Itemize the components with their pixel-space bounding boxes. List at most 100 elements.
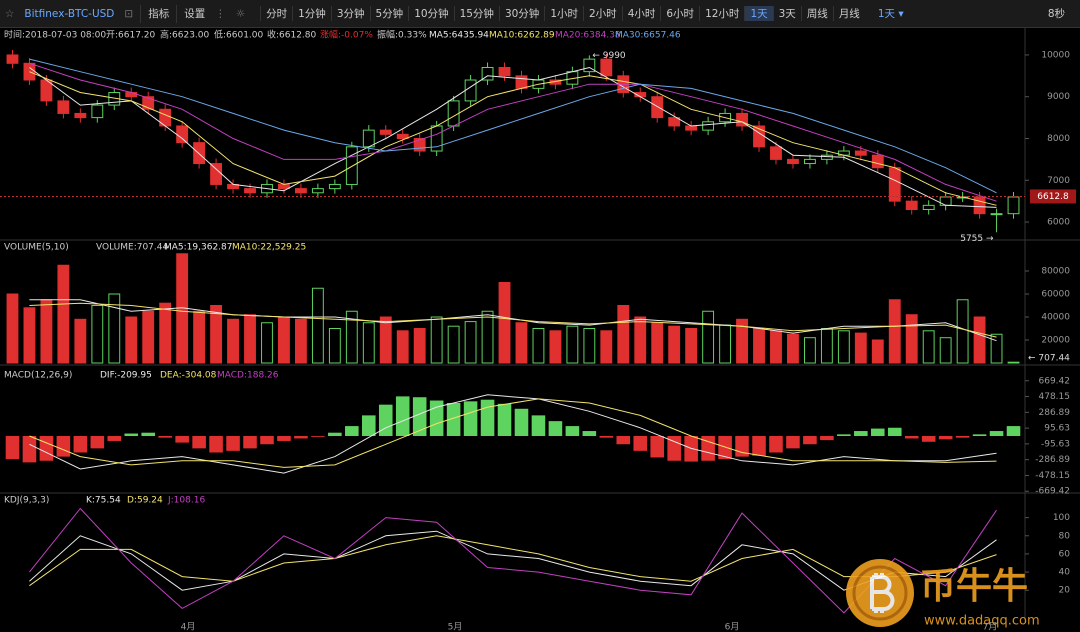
y-tick-label: 20000 — [1041, 336, 1070, 346]
y-tick-label: 80000 — [1041, 267, 1070, 277]
period-button[interactable]: 30分钟 — [498, 6, 544, 21]
volume-bar — [922, 330, 935, 364]
y-tick-label: 669.42 — [1039, 376, 1071, 386]
volume-bar — [787, 333, 799, 364]
dropdown-label: 1天 — [877, 8, 895, 20]
candle-body — [210, 163, 223, 185]
candle-body — [787, 158, 799, 165]
volume-bar — [6, 293, 19, 364]
info-item: 振幅:0.33% — [377, 29, 427, 41]
indicators-button[interactable]: 指标 — [148, 8, 170, 20]
macd-line-label: DEA:-304.08 — [160, 371, 217, 381]
volume-bar — [905, 314, 918, 364]
macd-bar — [837, 434, 851, 436]
period-button[interactable]: 3分钟 — [330, 6, 370, 21]
volume-bar — [820, 328, 833, 364]
period-button[interactable]: 4小时 — [621, 6, 661, 21]
candle-body — [362, 129, 375, 148]
volume-bar — [108, 293, 121, 364]
candle-body — [871, 154, 884, 169]
period-button[interactable]: 月线 — [832, 6, 865, 21]
period-button[interactable]: 2小时 — [583, 6, 622, 21]
volume-bar — [481, 310, 494, 364]
candle-body — [481, 66, 494, 81]
period-button[interactable]: 3天 — [772, 6, 801, 21]
macd-header: MACD(12,26,9) — [4, 371, 72, 381]
volume-bar — [532, 328, 545, 364]
fullscreen-icon[interactable]: ⊡ — [124, 7, 134, 20]
volume-bar — [634, 316, 647, 364]
macd-bar — [582, 431, 597, 436]
ma-label: MA5:6435.94 — [429, 31, 489, 41]
candle-body — [294, 188, 307, 194]
volume-bar — [278, 316, 290, 364]
volume-label: VOLUME:707.44 — [96, 243, 168, 253]
candle-body — [311, 188, 324, 194]
volume-bar — [803, 337, 816, 364]
macd-bar — [769, 436, 783, 453]
indicator-line — [29, 302, 997, 338]
candle-body — [125, 92, 138, 98]
volume-bar — [871, 339, 884, 364]
macd-bar — [718, 436, 732, 460]
y-tick-label: 8000 — [1047, 134, 1070, 144]
candle-body — [702, 121, 715, 131]
kdj-line-label: D:59.24 — [127, 496, 163, 506]
macd-bar — [565, 426, 580, 436]
macd-bar — [497, 403, 512, 436]
period-dropdown[interactable]: 1天 ▾ — [877, 8, 904, 20]
period-button[interactable]: 1小时 — [544, 6, 583, 21]
period-button[interactable]: 10分钟 — [408, 6, 453, 21]
volume-bar — [447, 325, 460, 364]
macd-hist-label: MACD:188.26 — [217, 371, 279, 381]
candle-body — [685, 125, 698, 131]
period-button[interactable]: 分时 — [260, 6, 292, 21]
kdj-line-label: J:108.16 — [167, 496, 205, 506]
theme-icon[interactable]: ☼ — [235, 7, 246, 20]
volume-bar — [464, 321, 477, 364]
period-button[interactable]: 6小时 — [660, 6, 699, 21]
macd-bar — [73, 436, 88, 453]
macd-bar — [1006, 426, 1021, 436]
watermark: 币牛牛 www.dadaqq.com — [846, 559, 1040, 629]
period-button[interactable]: 15分钟 — [453, 6, 499, 21]
period-button[interactable]: 周线 — [800, 6, 833, 21]
macd-bar — [141, 432, 156, 436]
settings-button[interactable]: 设置 — [184, 8, 206, 20]
period-button[interactable]: 5分钟 — [369, 6, 409, 21]
macd-bar — [429, 400, 444, 436]
period-button[interactable]: 12小时 — [699, 6, 744, 21]
macd-bar — [22, 436, 37, 463]
candle-body — [803, 158, 816, 165]
symbol[interactable]: Bitfinex-BTC-USD — [24, 7, 115, 20]
volume-bar — [125, 316, 138, 364]
macd-bar — [870, 428, 885, 436]
volume-bar — [956, 299, 969, 364]
volume-bar — [685, 328, 698, 364]
volume-bar — [617, 305, 630, 364]
candle-body — [651, 96, 664, 119]
macd-bar — [90, 436, 105, 449]
candle-body — [464, 79, 477, 102]
candle-body — [57, 100, 70, 114]
volume-bar — [328, 328, 341, 364]
star-icon[interactable]: ☆ — [5, 7, 15, 20]
y-tick-label: 40 — [1059, 568, 1071, 578]
candle-body — [379, 129, 392, 135]
volume-bar — [210, 305, 223, 364]
macd-bar — [904, 436, 919, 439]
x-axis-label: 4月 — [181, 622, 196, 632]
volume-bar — [294, 318, 307, 364]
candle-body — [888, 167, 901, 202]
candle-body — [176, 125, 189, 144]
candle-body — [1007, 196, 1020, 215]
candle-body — [973, 196, 986, 215]
period-button[interactable]: 1分钟 — [292, 6, 331, 21]
volume-bar — [498, 282, 511, 364]
ma-label: MA30:6657.46 — [615, 31, 681, 41]
indicator-line — [29, 507, 997, 614]
period-button[interactable]: 1天 — [744, 6, 773, 21]
candle-body — [498, 66, 511, 77]
more-icon[interactable]: ⋮ — [215, 7, 226, 20]
y-tick-label: 286.89 — [1039, 408, 1071, 418]
